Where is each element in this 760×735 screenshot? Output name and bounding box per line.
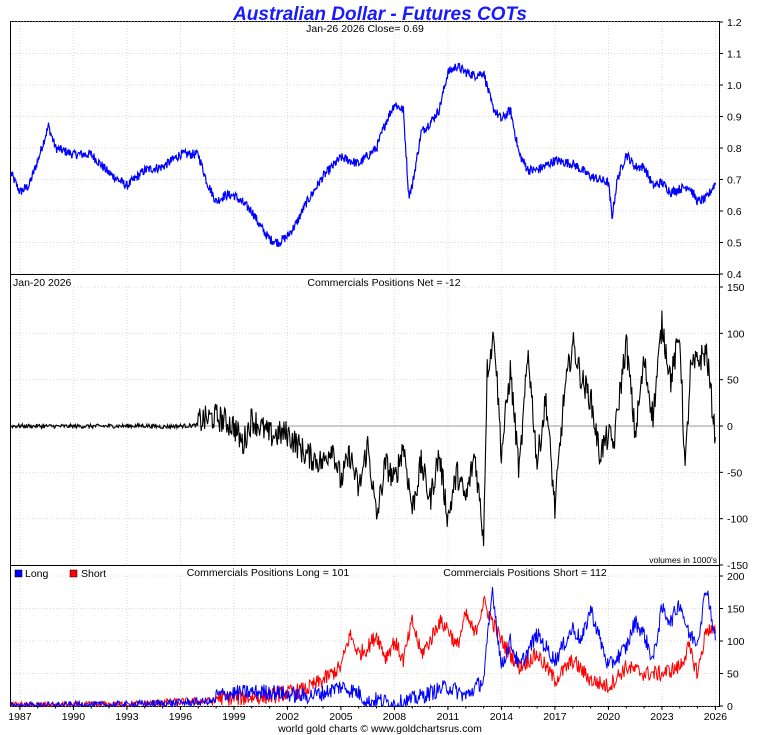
y-tick-label: 50: [727, 375, 739, 387]
y-tick-label: 200: [727, 571, 745, 583]
x-tick-label: 1987: [8, 711, 32, 723]
y-tick-label: 0.8: [727, 143, 742, 155]
x-tick-label: 2011: [437, 711, 460, 723]
x-tick-label: 2008: [383, 711, 407, 723]
short-series-line: [10, 595, 716, 708]
x-tick-label: 2005: [329, 711, 353, 723]
y-tick-label: 1.0: [727, 80, 742, 92]
x-tick-label: 2017: [543, 711, 567, 723]
price-grid: [11, 21, 719, 275]
y-tick-label: 0.6: [727, 206, 742, 218]
footer-credit: world gold charts © www.goldchartsrus.co…: [277, 723, 482, 735]
price-series-line: [10, 62, 716, 247]
y-tick-label: -50: [727, 467, 742, 479]
x-tick-label: 1999: [222, 711, 246, 723]
y-tick-label: 0.7: [727, 175, 742, 187]
legend-long-swatch: [14, 569, 23, 578]
y-tick-label: 0: [727, 421, 733, 433]
legend-short-swatch: [69, 569, 78, 578]
y-tick-label: 50: [727, 669, 739, 681]
positions-panel: 200 150 100 50 0 Long Short Commercials Posi…: [8, 565, 745, 723]
y-tick-label: 0: [727, 701, 733, 713]
price-panel: 1.2 1.1 1.0 0.9 0.8 0.7 0.6 0.5 0.4 Jan-26 2026 …: [10, 17, 742, 281]
net-panel-frame: [10, 274, 720, 566]
legend-long-label: Long: [25, 568, 49, 580]
y-tick-label: -100: [727, 514, 748, 526]
x-tick-label: 2020: [597, 711, 621, 723]
x-tick-label: 2014: [490, 711, 514, 723]
positions-grid: [11, 575, 719, 707]
y-tick-label: 100: [727, 636, 745, 648]
y-tick-label: 1.1: [727, 49, 742, 61]
y-tick-label: 0.9: [727, 112, 742, 124]
x-tick-label: 2023: [650, 711, 674, 723]
y-tick-label: 150: [727, 282, 745, 294]
price-header: Jan-26 2026 Close= 0.69: [306, 23, 424, 35]
legend-short-label: Short: [81, 568, 106, 580]
x-tick-label: 1990: [62, 711, 86, 723]
long-header: Commercials Positions Long = 101: [187, 567, 350, 579]
x-tick-label: 1993: [115, 711, 139, 723]
y-tick-label: 0.5: [727, 238, 742, 250]
y-tick-label: 100: [727, 328, 745, 340]
price-y-axis: 1.2 1.1 1.0 0.9 0.8 0.7 0.6 0.5 0.4: [719, 17, 742, 281]
y-tick-label: 0.4: [727, 269, 742, 281]
net-panel: 150 100 50 0 -50 -100 -150 Jan-20 2026 Commerc…: [10, 274, 748, 572]
net-series-line: [10, 310, 716, 547]
net-date-header: Jan-20 2026: [13, 277, 72, 289]
net-y-axis: 150 100 50 0 -50 -100 -150: [719, 282, 748, 572]
positions-panel-frame: [10, 565, 720, 707]
x-tick-label: 2026: [704, 711, 728, 723]
y-tick-label: 150: [727, 604, 745, 616]
x-tick-label: 1996: [169, 711, 193, 723]
net-header: Commercials Positions Net = -12: [307, 277, 460, 289]
volumes-note: volumes in 1000's: [649, 555, 717, 565]
long-series-line: [10, 586, 716, 708]
y-tick-label: -150: [727, 560, 748, 572]
x-tick-label: 2002: [276, 711, 300, 723]
chart-title: Australian Dollar - Futures COTs: [232, 4, 527, 25]
y-tick-label: 1.2: [727, 17, 742, 29]
x-axis: 1987 1990 1993 1996 1999 2002 2005 2008 2011 2014…: [8, 706, 727, 723]
positions-y-axis: 200 150 100 50 0: [719, 571, 745, 713]
short-header: Commercials Positions Short = 112: [443, 567, 607, 579]
